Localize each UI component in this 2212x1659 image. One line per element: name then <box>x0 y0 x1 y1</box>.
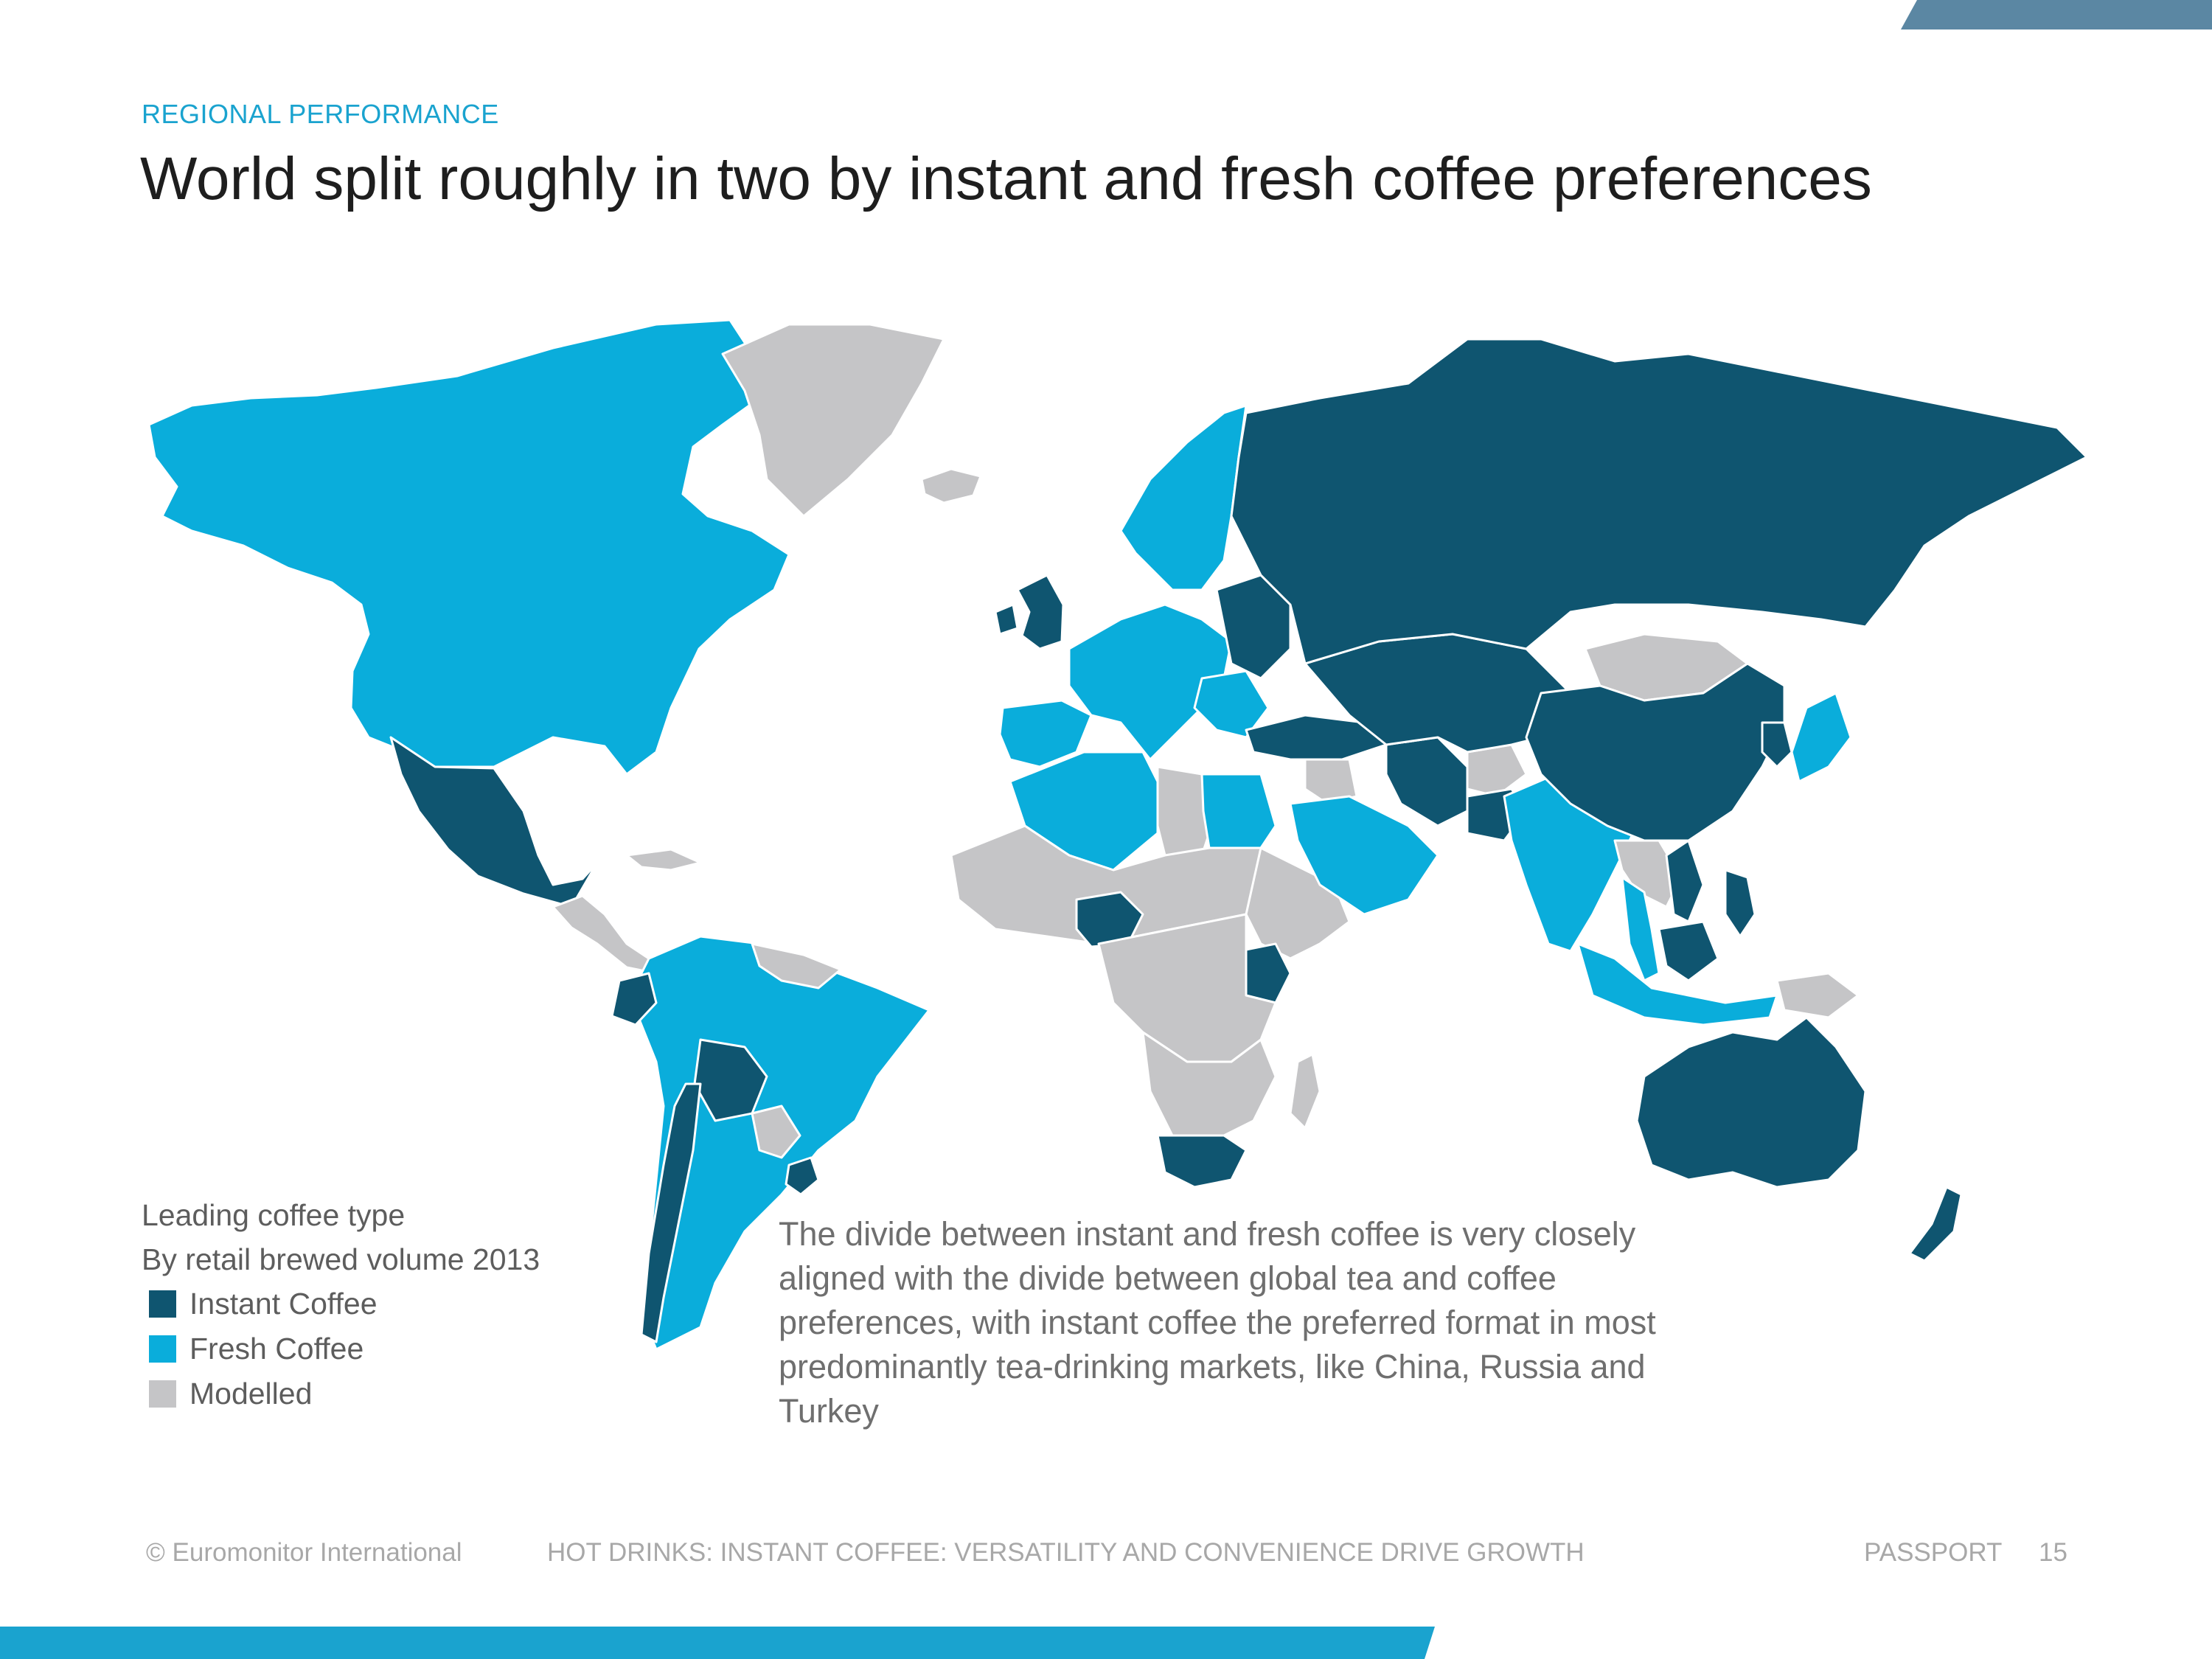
legend-item-fresh: Fresh Coffee <box>142 1326 658 1371</box>
region-iceland-ireland-small <box>995 605 1018 634</box>
legend-label-instant: Instant Coffee <box>189 1287 378 1321</box>
region-central-america <box>553 896 656 973</box>
region-japan <box>1792 693 1851 782</box>
region-philippines <box>1725 870 1755 936</box>
region-uk-ireland <box>1018 575 1063 649</box>
region-borneo <box>1659 922 1718 981</box>
region-russia <box>1231 339 2087 664</box>
region-south-africa <box>1158 1135 1246 1187</box>
legend-title: Leading coffee type <box>142 1193 658 1237</box>
legend-subtitle: By retail brewed volume 2013 <box>142 1237 658 1281</box>
map-legend: Leading coffee type By retail brewed vol… <box>142 1193 658 1416</box>
commentary-text: The divide between instant and fresh cof… <box>779 1212 1737 1433</box>
page-title: World split roughly in two by instant an… <box>140 145 1872 214</box>
region-vietnam <box>1666 841 1703 922</box>
footer-copyright: © Euromonitor International <box>146 1538 462 1568</box>
legend-item-instant: Instant Coffee <box>142 1281 658 1326</box>
footer-page-number: 15 <box>2039 1538 2067 1568</box>
region-new-guinea <box>1777 973 1858 1018</box>
region-iran <box>1386 737 1467 826</box>
legend-swatch-fresh <box>149 1335 176 1363</box>
region-iceland <box>922 469 981 503</box>
region-new-zealand <box>1910 1187 1961 1261</box>
legend-item-modelled: Modelled <box>142 1371 658 1416</box>
region-egypt <box>1202 774 1276 848</box>
bottom-accent-bar <box>0 1627 1435 1659</box>
legend-label-modelled: Modelled <box>189 1377 312 1411</box>
region-australia <box>1637 1018 1865 1187</box>
legend-label-fresh: Fresh Coffee <box>189 1332 364 1366</box>
footer-brand: PASSPORT <box>1864 1538 2002 1568</box>
section-label: REGIONAL PERFORMANCE <box>142 99 499 130</box>
region-caribbean <box>627 849 700 870</box>
footer-report-title: HOT DRINKS: INSTANT COFFEE: VERSATILITY … <box>547 1538 1585 1568</box>
legend-swatch-modelled <box>149 1380 176 1408</box>
region-madagascar <box>1290 1054 1320 1128</box>
top-accent-bar <box>1901 0 2212 29</box>
region-scandinavia <box>1121 406 1246 590</box>
region-greenland <box>723 324 944 516</box>
region-afghanistan <box>1467 745 1526 796</box>
legend-swatch-instant <box>149 1290 176 1318</box>
region-north-america <box>149 320 789 774</box>
